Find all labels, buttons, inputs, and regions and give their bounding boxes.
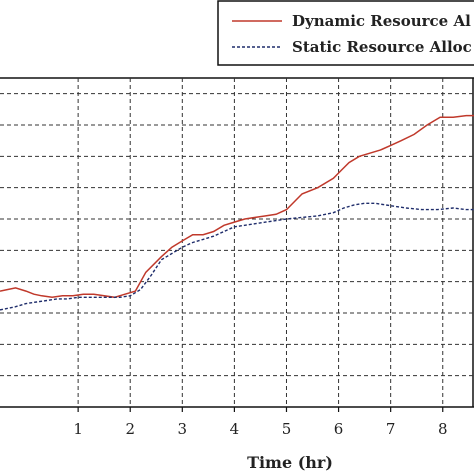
legend-label: Dynamic Resource Al xyxy=(292,12,471,30)
x-axis-title: Time (hr) xyxy=(247,453,333,472)
series-line-dynamic xyxy=(0,114,474,299)
horizontal-gridlines xyxy=(0,93,474,377)
plot-area xyxy=(0,77,474,408)
x-tick-label: 2 xyxy=(125,420,135,438)
vertical-gridlines xyxy=(77,78,444,407)
x-tick-label: 1 xyxy=(73,420,83,438)
x-tick-label: 7 xyxy=(386,420,396,438)
x-tick-label: 8 xyxy=(438,420,448,438)
x-tick-label: 5 xyxy=(282,420,292,438)
x-axis-ticks: 1 2 3 4 5 6 7 8 xyxy=(73,407,448,438)
legend: Dynamic Resource Al Static Resource Alloc xyxy=(217,0,474,66)
x-tick-label: 3 xyxy=(178,420,188,438)
legend-box xyxy=(217,0,474,66)
legend-label: Static Resource Alloc xyxy=(292,38,472,56)
series-layer xyxy=(0,114,474,311)
series-line-static xyxy=(0,202,474,311)
x-tick-label: 4 xyxy=(230,420,240,438)
x-tick-label: 6 xyxy=(334,420,344,438)
